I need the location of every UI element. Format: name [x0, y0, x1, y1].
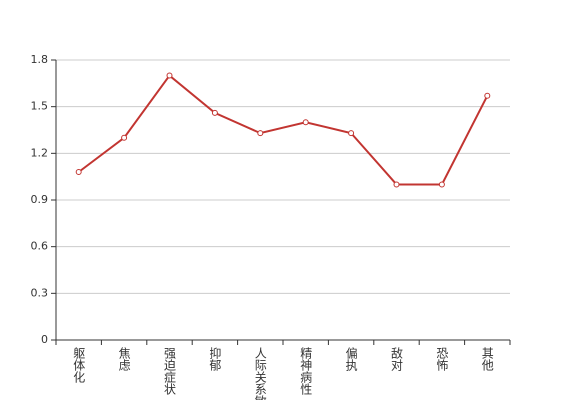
x-tick-label: 人际关系敏感	[253, 347, 267, 400]
point	[211, 109, 218, 116]
y-tick-label: 1.5	[31, 100, 49, 113]
point	[484, 92, 491, 99]
point	[121, 134, 128, 141]
x-tick-label: 焦虑	[117, 347, 131, 371]
y-tick-label: 0.6	[31, 240, 49, 253]
x-tick-label: 精神病性	[299, 347, 313, 396]
x-tick-label: 其他	[480, 347, 494, 371]
x-tick-label: 恐怖	[435, 347, 449, 371]
point	[302, 119, 309, 126]
point	[393, 181, 400, 188]
point	[166, 72, 173, 79]
x-tick-label: 强迫症状	[163, 347, 177, 395]
point	[348, 130, 355, 137]
x-tick-label: 敌对	[390, 346, 404, 371]
point	[257, 130, 264, 137]
x-tick-label: 偏执	[344, 346, 358, 372]
x-tick-label: 躯体化	[72, 346, 86, 384]
y-tick-label: 1.8	[31, 53, 49, 66]
line	[78, 74, 489, 186]
x-tick-label: 抑郁	[208, 346, 222, 372]
point	[75, 169, 82, 175]
point	[438, 181, 445, 188]
y-tick-label: 0.9	[31, 193, 49, 206]
y-tick-label: 0.3	[31, 286, 49, 299]
y-tick-label: 1.2	[31, 146, 49, 159]
y-tick-label: 0	[41, 333, 48, 346]
